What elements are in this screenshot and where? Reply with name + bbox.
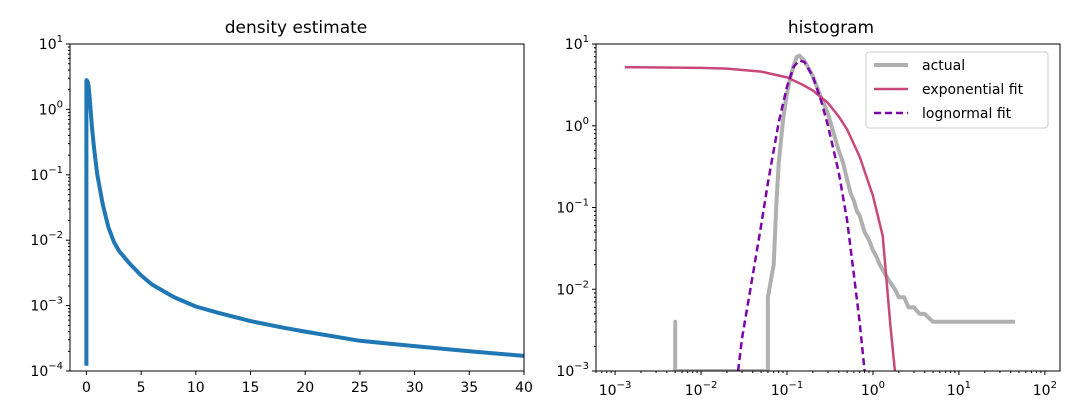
x-tick-label: 10−3 (599, 380, 632, 399)
x-tick-label: 40 (515, 380, 533, 396)
x-tick-label: 10−2 (685, 380, 718, 399)
x-tick-label: 15 (242, 380, 260, 396)
chart-title: histogram (788, 18, 874, 38)
x-tick-label: 100 (861, 380, 885, 399)
legend-label: actual (922, 58, 965, 74)
x-tick-label: 5 (137, 380, 146, 396)
x-tick-label: 102 (1033, 380, 1057, 399)
legend-label: exponential fit (922, 82, 1024, 98)
x-tick-label: 10 (187, 380, 205, 396)
y-tick-label: 100 (39, 99, 63, 118)
x-tick-label: 10−1 (771, 380, 804, 399)
exponential-fit-series-line (625, 67, 895, 371)
x-tick-label: 101 (947, 380, 971, 399)
y-tick-label: 10−1 (556, 198, 589, 217)
density-estimate-chart: density estimate 10−410−310−210−11001010… (30, 18, 532, 396)
y-tick-label: 10−2 (556, 279, 589, 298)
y-tick-label: 10−4 (30, 361, 63, 380)
histogram-chart: histogram 10−3 10−2 10−1 100 101 10−3 10−2 10−1… (556, 18, 1060, 399)
chart-title: density estimate (225, 18, 368, 38)
y-tick-label: 10−3 (30, 296, 63, 315)
y-tick-label: 10−3 (556, 361, 589, 380)
legend-label: lognormal fit (922, 106, 1012, 122)
y-tick-label: 100 (565, 116, 589, 135)
x-tick-label: 20 (296, 380, 314, 396)
legend: actual exponential fit lognormal fit (866, 52, 1048, 128)
x-tick-label: 35 (460, 380, 478, 396)
y-tick-label: 101 (39, 34, 63, 53)
density-line (86, 80, 524, 366)
y-tick-label: 10−1 (30, 165, 63, 184)
x-tick-label: 25 (351, 380, 369, 396)
plot-frame (70, 44, 524, 371)
lognormal-fit-series-line (738, 60, 865, 371)
y-tick-label: 10−2 (30, 230, 63, 249)
x-tick-label: 30 (406, 380, 424, 396)
x-tick-label: 0 (82, 380, 91, 396)
y-tick-label: 101 (565, 34, 589, 53)
plot-area (86, 80, 524, 366)
